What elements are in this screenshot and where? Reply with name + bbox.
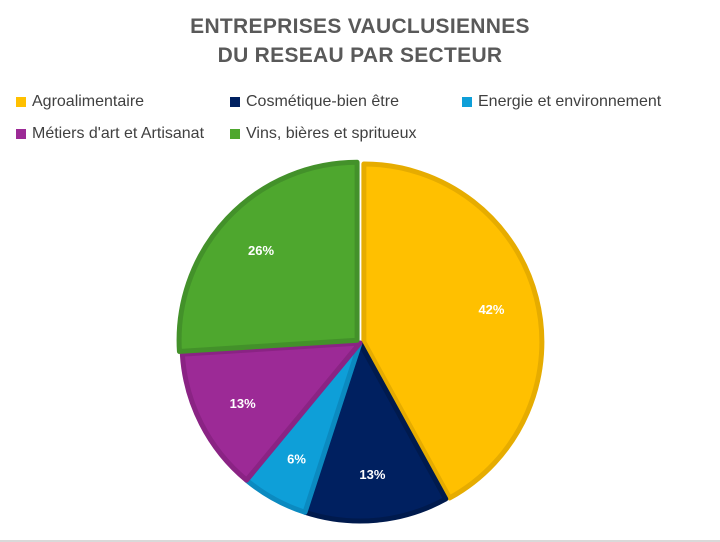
data-label-cosmetique-bien-etre: 13% (359, 467, 385, 482)
legend-label-vins: Vins, bières et spritueux (246, 125, 417, 142)
legend-item-vins: Vins, bières et spritueux (230, 125, 416, 143)
chart-title: ENTREPRISES VAUCLUSIENNES DU RESEAU PAR … (0, 12, 720, 70)
chart-title-line-1: ENTREPRISES VAUCLUSIENNES (190, 15, 530, 38)
legend-item-metiers: Métiers d'art et Artisanat (16, 125, 230, 143)
legend-label-cosmetique: Cosmétique-bien être (246, 93, 399, 110)
legend-swatch-vins (230, 129, 240, 139)
legend-row-2: Métiers d'art et Artisanat Vins, bières … (16, 118, 716, 150)
data-label-metiers-d-art-et-artisanat: 13% (230, 396, 256, 411)
legend-row-1: Agroalimentaire Cosmétique-bien être Ene… (16, 86, 716, 118)
data-label-energie-et-environnement: 6% (287, 451, 306, 466)
data-label-vins-bieres-et-spritueux: 26% (248, 243, 274, 258)
legend-swatch-energie (462, 97, 472, 107)
legend-item-cosmetique: Cosmétique-bien être (230, 93, 462, 111)
pie-slice-cosmetique-bien-etre (302, 340, 449, 524)
chart-legend: Agroalimentaire Cosmétique-bien être Ene… (16, 86, 716, 150)
legend-item-agroalimentaire: Agroalimentaire (16, 93, 230, 111)
legend-item-energie: Energie et environnement (462, 93, 661, 111)
legend-label-energie: Energie et environnement (478, 93, 662, 110)
data-label-agroalimentaire: 42% (478, 302, 504, 317)
pie-slice-vins-bieres-et-spritueux (176, 159, 360, 354)
pie-slice-metiers-d-art-et-artisanat (179, 340, 363, 483)
bottom-divider (0, 540, 720, 542)
legend-swatch-cosmetique (230, 97, 240, 107)
legend-label-metiers: Métiers d'art et Artisanat (32, 125, 205, 142)
chart-title-line-2: DU RESEAU PAR SECTEUR (217, 44, 503, 67)
legend-label-agroalimentaire: Agroalimentaire (32, 93, 145, 110)
pie-slice-agroalimentaire (361, 161, 545, 501)
legend-swatch-agroalimentaire (16, 97, 26, 107)
legend-swatch-metiers (16, 129, 26, 139)
